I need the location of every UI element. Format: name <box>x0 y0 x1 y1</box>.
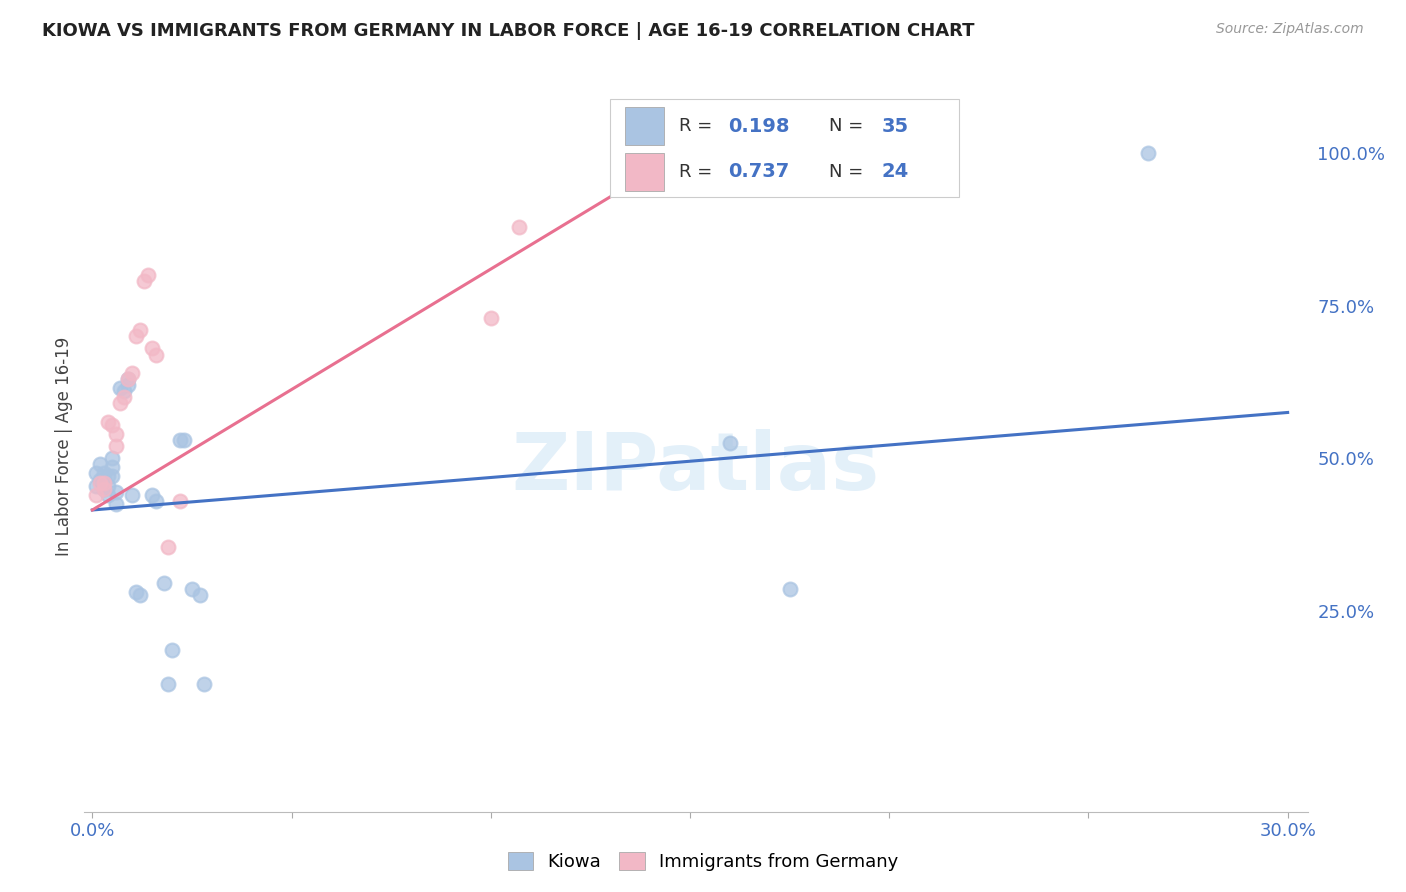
Point <box>136 268 159 283</box>
Text: ZIPatlas: ZIPatlas <box>512 429 880 507</box>
Y-axis label: In Labor Force | Age 16-19: In Labor Force | Age 16-19 <box>55 336 73 556</box>
Text: 0.737: 0.737 <box>728 162 789 181</box>
Point <box>145 494 167 508</box>
Text: R =: R = <box>679 118 718 136</box>
Point <box>141 342 163 356</box>
Point <box>181 582 204 597</box>
Point <box>86 467 108 481</box>
Point <box>129 323 152 337</box>
Bar <box>626 107 664 145</box>
Point <box>97 469 120 483</box>
Bar <box>626 153 664 191</box>
Point <box>89 475 111 490</box>
Point <box>112 390 135 404</box>
Point <box>93 473 115 487</box>
Point <box>129 588 152 602</box>
Point <box>193 676 215 690</box>
Point <box>718 436 741 450</box>
Point <box>97 488 120 502</box>
Point <box>121 366 143 380</box>
Point <box>1137 146 1160 161</box>
Point <box>121 488 143 502</box>
Point <box>93 467 115 481</box>
Point <box>169 433 191 447</box>
Point <box>93 482 115 496</box>
Point <box>101 469 124 483</box>
Point <box>141 488 163 502</box>
Point <box>110 396 132 410</box>
Point <box>125 329 148 343</box>
Text: 24: 24 <box>882 162 910 181</box>
Point <box>153 576 176 591</box>
Point <box>86 488 108 502</box>
Text: Source: ZipAtlas.com: Source: ZipAtlas.com <box>1216 22 1364 37</box>
Point <box>101 417 124 432</box>
Point <box>93 482 115 496</box>
Point <box>157 676 180 690</box>
Point <box>105 484 128 499</box>
Point <box>117 378 139 392</box>
Point <box>173 433 195 447</box>
Text: KIOWA VS IMMIGRANTS FROM GERMANY IN LABOR FORCE | AGE 16-19 CORRELATION CHART: KIOWA VS IMMIGRANTS FROM GERMANY IN LABO… <box>42 22 974 40</box>
Point <box>125 585 148 599</box>
Text: R =: R = <box>679 162 718 181</box>
Point <box>117 372 139 386</box>
FancyBboxPatch shape <box>610 99 959 197</box>
Text: 35: 35 <box>882 117 910 136</box>
Point <box>134 275 156 289</box>
Point <box>160 643 183 657</box>
Point <box>101 451 124 466</box>
Point <box>97 478 120 492</box>
Point <box>93 475 115 490</box>
Point <box>508 219 530 234</box>
Point <box>97 415 120 429</box>
Point <box>659 146 682 161</box>
Point <box>105 439 128 453</box>
Point <box>671 146 693 161</box>
Point <box>89 473 111 487</box>
Point <box>86 478 108 492</box>
Point <box>89 458 111 472</box>
Point <box>169 494 191 508</box>
Legend: Kiowa, Immigrants from Germany: Kiowa, Immigrants from Germany <box>501 845 905 879</box>
Point <box>112 384 135 399</box>
Point <box>105 426 128 441</box>
Point <box>479 311 502 326</box>
Text: N =: N = <box>830 118 869 136</box>
Point <box>157 540 180 554</box>
Text: 0.198: 0.198 <box>728 117 789 136</box>
Point <box>779 582 801 597</box>
Text: N =: N = <box>830 162 869 181</box>
Point <box>188 588 211 602</box>
Point <box>145 348 167 362</box>
Point <box>105 497 128 511</box>
Point <box>110 381 132 395</box>
Point <box>117 372 139 386</box>
Point <box>101 460 124 475</box>
